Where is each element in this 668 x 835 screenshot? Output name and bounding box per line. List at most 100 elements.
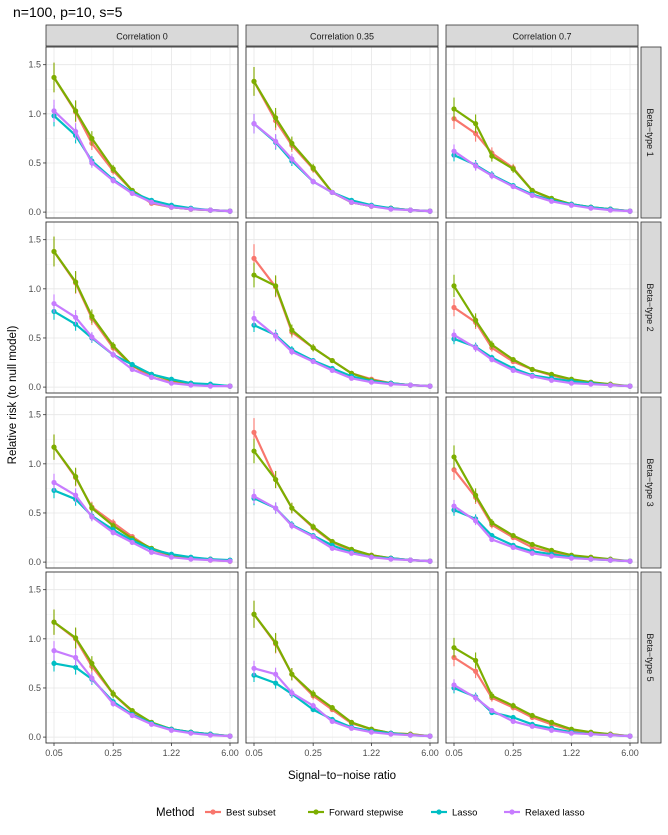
row-strip-label: Beta−type 1: [645, 108, 655, 156]
data-point: [73, 654, 79, 661]
x-tick-label: 6.00: [221, 748, 239, 758]
row-strip: [640, 46, 662, 219]
y-tick-label: 0.0: [28, 557, 41, 567]
data-point: [607, 732, 613, 738]
data-point: [510, 183, 516, 190]
data-point: [368, 379, 375, 385]
facet-panel: [45, 396, 239, 569]
data-point: [548, 719, 555, 725]
data-point: [473, 518, 479, 524]
column-strip: [245, 24, 439, 47]
data-point: [510, 367, 516, 373]
data-point: [73, 314, 79, 320]
data-point: [129, 707, 135, 714]
data-point: [89, 675, 95, 681]
data-point: [310, 533, 316, 540]
x-tick-label: 1.22: [163, 748, 181, 758]
data-point: [148, 721, 155, 727]
series-line-forward-stepwise: [453, 456, 631, 563]
y-tick-label: 1.5: [28, 410, 41, 420]
data-point: [310, 691, 316, 697]
data-point: [251, 78, 257, 84]
x-tick-label: 6.00: [421, 748, 439, 758]
series-line-forward-stepwise: [453, 646, 631, 738]
data-point: [289, 671, 295, 677]
data-point: [427, 208, 433, 214]
data-point: [110, 530, 116, 536]
row-strip-label: Beta−type 3: [645, 458, 655, 506]
data-point: [207, 207, 213, 213]
row-strip: [640, 221, 662, 394]
data-point: [329, 357, 335, 364]
data-point: [407, 207, 413, 213]
data-point: [273, 671, 279, 677]
data-point: [251, 272, 257, 278]
data-point: [473, 345, 479, 351]
panel-border: [45, 396, 239, 569]
facet-panel: [45, 571, 239, 744]
data-point: [89, 514, 95, 520]
data-point: [227, 558, 233, 564]
panel-border: [245, 396, 439, 569]
data-point: [188, 730, 194, 736]
panel-background: [246, 47, 438, 218]
data-point: [388, 206, 394, 212]
data-point: [110, 523, 116, 529]
data-point: [510, 356, 516, 363]
data-point: [473, 163, 479, 169]
legend-label: Best subset: [226, 808, 276, 819]
data-point: [148, 549, 155, 555]
column-strip-label: Correlation 0.7: [512, 32, 571, 42]
data-point: [548, 198, 555, 204]
data-point: [73, 128, 79, 135]
data-point: [89, 505, 95, 511]
data-point: [207, 732, 213, 738]
data-point: [588, 381, 594, 387]
data-point: [407, 382, 413, 388]
series-line-relaxed-lasso: [453, 684, 631, 738]
data-point: [427, 383, 433, 389]
y-tick-label: 1.5: [28, 60, 41, 70]
panel-background: [446, 397, 638, 568]
x-tick-label: 0.05: [45, 748, 63, 758]
data-point: [627, 558, 633, 564]
data-point: [489, 342, 495, 348]
data-point: [510, 532, 516, 539]
data-point: [348, 725, 355, 731]
series-line-relaxed-lasso: [253, 122, 431, 213]
data-point: [207, 383, 213, 389]
data-point: [548, 553, 555, 559]
facet-panel: [445, 396, 639, 569]
x-tick-label: 1.22: [363, 748, 381, 758]
data-point: [129, 366, 135, 373]
series-line-relaxed-lasso: [53, 649, 231, 738]
data-point: [129, 190, 135, 197]
data-point: [627, 208, 633, 214]
data-point: [451, 283, 457, 289]
legend-label: Lasso: [452, 808, 477, 819]
data-point: [310, 345, 316, 351]
data-point: [451, 645, 457, 651]
data-point: [273, 476, 279, 483]
data-point: [473, 657, 479, 664]
data-point: [51, 444, 57, 450]
series-line-relaxed-lasso: [253, 667, 431, 738]
legend-item: Forward stepwise: [308, 808, 403, 819]
data-point: [329, 705, 335, 711]
data-point: [51, 74, 57, 81]
data-point: [73, 635, 79, 641]
data-point: [473, 121, 479, 127]
data-point: [329, 189, 335, 196]
row-strip: [640, 571, 662, 744]
data-point: [89, 135, 95, 141]
x-tick-label: 0.05: [245, 748, 263, 758]
data-point: [588, 205, 594, 211]
data-point: [627, 383, 633, 389]
data-point: [548, 377, 555, 383]
data-point: [329, 718, 335, 724]
y-tick-label: 0.0: [28, 207, 41, 217]
y-tick-label: 1.0: [28, 634, 41, 644]
panel-border: [45, 46, 239, 219]
facet-panel: [45, 46, 239, 219]
data-point: [489, 707, 495, 714]
